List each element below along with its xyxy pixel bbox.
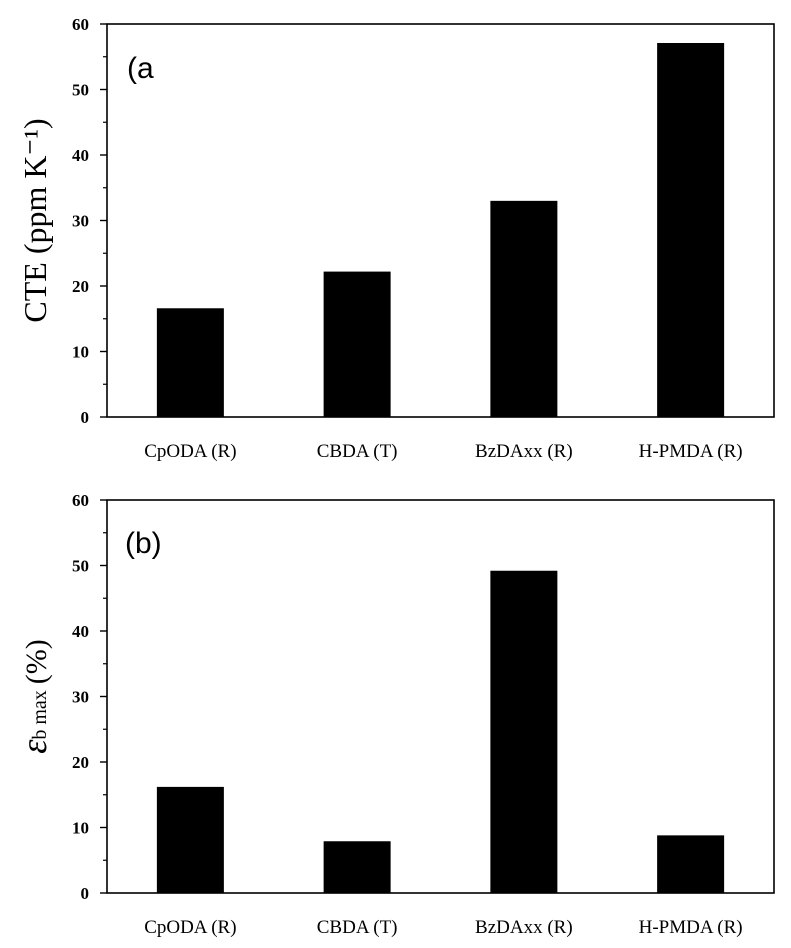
panel-b-chart: 0 10 20 30 40 50 60 CpODA (R) CBDA (T) BzDAxx (R)… bbox=[14, 491, 775, 938]
panel-label: (a bbox=[127, 52, 154, 85]
x-category-label: CBDA (T) bbox=[317, 441, 398, 462]
x-category-label: H-PMDA (R) bbox=[639, 917, 743, 938]
bar-cbda-t bbox=[323, 271, 391, 417]
y-tick-label: 50 bbox=[72, 81, 89, 100]
y-tick-label: 20 bbox=[72, 277, 89, 296]
bar-bzdaxx-r bbox=[490, 200, 558, 417]
y-tick-label: 0 bbox=[81, 408, 90, 427]
y-axis-label: CTE (ppm K⁻¹) bbox=[17, 118, 53, 322]
x-category-label: BzDAxx (R) bbox=[475, 917, 573, 938]
bar-h-pmda-r bbox=[657, 42, 725, 418]
y-axis-label: εb max (%) bbox=[14, 639, 54, 754]
y-axis-label-unit: (%) bbox=[20, 639, 53, 684]
panel-label: (b) bbox=[125, 527, 162, 560]
y-tick-label: 0 bbox=[81, 884, 90, 903]
x-category-label: CpODA (R) bbox=[144, 441, 236, 462]
panel-a-chart: 0 10 20 30 40 50 60 CpODA (R) CBDA (T) BzDAxx (R)… bbox=[17, 15, 775, 462]
y-tick-label: 10 bbox=[72, 343, 89, 362]
y-tick-label: 60 bbox=[72, 491, 89, 510]
y-tick-label: 10 bbox=[72, 819, 89, 838]
y-tick-label: 40 bbox=[72, 622, 89, 641]
y-tick-label: 30 bbox=[72, 688, 89, 707]
x-category-label: BzDAxx (R) bbox=[475, 441, 573, 462]
y-tick-label: 30 bbox=[72, 212, 89, 231]
y-axis-label-subscript: b max bbox=[29, 690, 51, 739]
y-tick-label: 40 bbox=[72, 146, 89, 165]
bar-cpoda-r bbox=[156, 308, 224, 417]
bar-cbda-t bbox=[323, 841, 391, 893]
bar-cpoda-r bbox=[156, 786, 224, 893]
y-tick-label: 60 bbox=[72, 15, 89, 34]
bar-bzdaxx-r bbox=[490, 570, 558, 893]
y-tick-label: 50 bbox=[72, 557, 89, 576]
x-category-label: CpODA (R) bbox=[144, 917, 236, 938]
bar-h-pmda-r bbox=[657, 835, 725, 893]
y-tick-label: 20 bbox=[72, 753, 89, 772]
x-category-label: CBDA (T) bbox=[317, 917, 398, 938]
x-category-label: H-PMDA (R) bbox=[639, 441, 743, 462]
y-axis-label-symbol: ε bbox=[14, 739, 54, 754]
